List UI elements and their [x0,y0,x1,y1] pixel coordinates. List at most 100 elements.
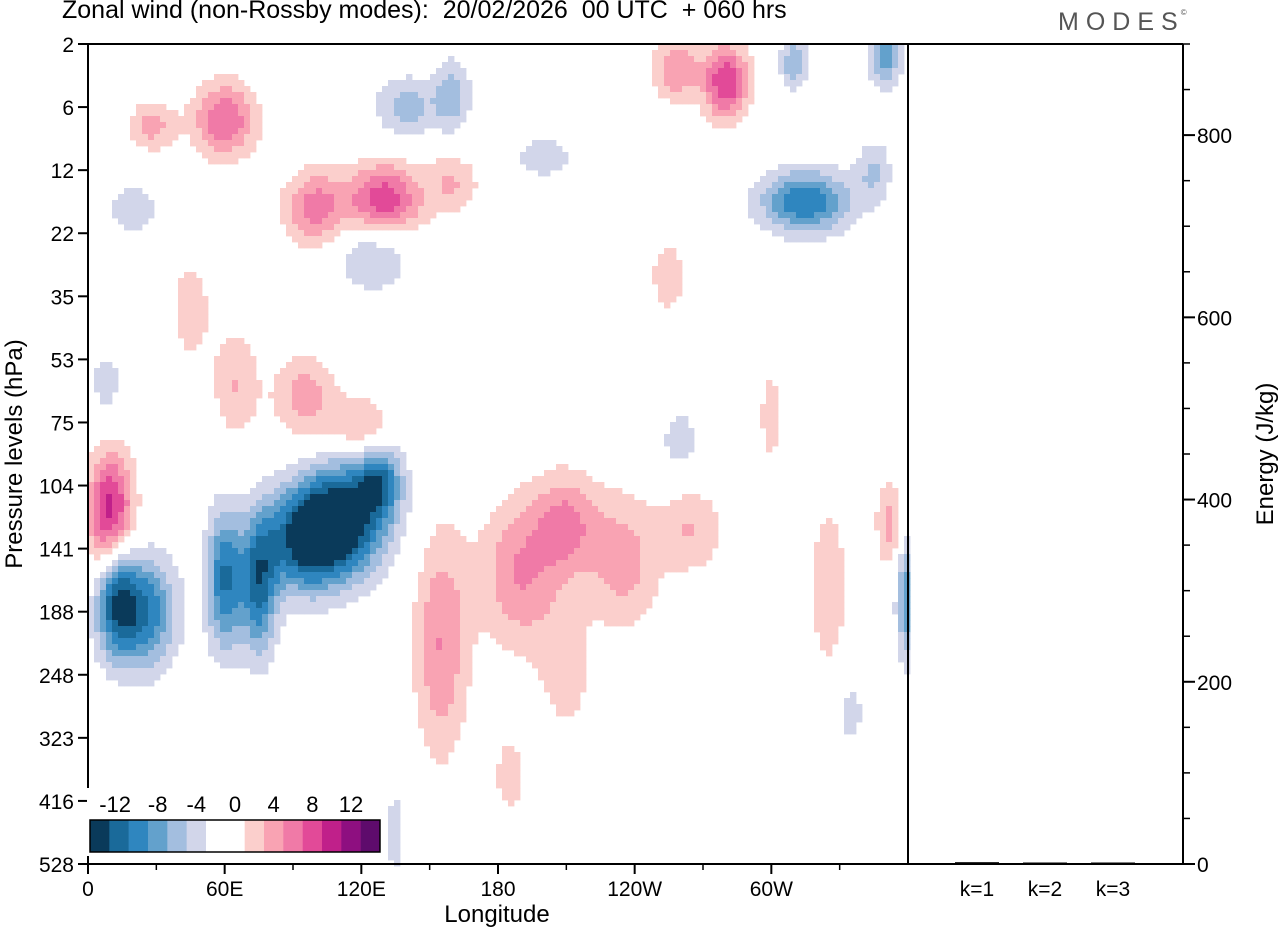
contour-cell [208,122,215,129]
contour-cell [280,536,287,543]
contour-cell [94,518,101,525]
contour-cell [532,608,539,615]
contour-cell [316,578,323,585]
contour-cell [136,128,143,135]
contour-cell [394,158,401,165]
contour-cell [166,644,173,651]
contour-cell [724,50,731,57]
contour-cell [850,716,857,723]
contour-cell [454,194,461,201]
contour-cell [490,608,497,615]
contour-cell [664,272,671,279]
contour-cell [562,668,569,675]
contour-cell [838,590,845,597]
contour-cell [658,284,665,291]
contour-cell [280,554,287,561]
contour-cell [514,494,521,501]
contour-cell [484,602,491,609]
contour-cell [142,668,149,675]
contour-cell [586,512,593,519]
contour-cell [292,380,299,387]
contour-cell [784,206,791,213]
contour-cell [256,620,263,627]
contour-cell [430,164,437,171]
contour-cell [232,536,239,543]
contour-cell [136,140,143,147]
contour-cell [232,116,239,123]
contour-cell [394,116,401,123]
contour-cell [502,764,509,771]
contour-cell [214,158,221,165]
contour-cell [286,398,293,405]
contour-cell [532,152,539,159]
contour-cell [616,488,623,495]
contour-cell [424,716,431,723]
contour-cell [256,104,263,111]
contour-cell [352,194,359,201]
contour-cell [592,584,599,591]
contour-cell [148,620,155,627]
contour-cell [646,506,653,513]
contour-cell [760,188,767,195]
contour-cell [550,668,557,675]
contour-cell [100,650,107,657]
contour-cell [808,182,815,189]
contour-cell [508,530,515,537]
contour-cell [796,44,803,51]
contour-cell [448,578,455,585]
contour-cell [214,494,221,501]
contour-cell [814,206,821,213]
colorbar-swatch [148,820,168,852]
colorbar-swatch [225,820,245,852]
contour-cell [244,392,251,399]
contour-cell [508,608,515,615]
contour-cell [592,506,599,513]
contour-cell [418,182,425,189]
contour-cell [784,212,791,219]
contour-cell [676,74,683,81]
contour-cell [700,80,707,87]
contour-cell [370,170,377,177]
contour-cell [424,698,431,705]
contour-cell [484,524,491,531]
contour-cell [604,572,611,579]
contour-cell [880,50,887,57]
contour-cell [94,470,101,477]
contour-cell [214,542,221,549]
contour-cell [610,572,617,579]
contour-cell [520,650,527,657]
contour-cell [484,578,491,585]
contour-cell [184,278,191,285]
contour-cell [220,404,227,411]
contour-cell [304,374,311,381]
contour-cell [442,650,449,657]
contour-cell [568,596,575,603]
contour-cell [436,68,443,75]
contour-cell [484,620,491,627]
contour-cell [478,602,485,609]
contour-cell [460,80,467,87]
contour-cell [544,530,551,537]
contour-cell [556,692,563,699]
contour-cell [880,146,887,153]
contour-cell [280,602,287,609]
contour-cell [820,578,827,585]
contour-cell [142,638,149,645]
contour-cell [226,530,233,537]
contour-cell [604,590,611,597]
contour-cell [232,152,239,159]
contour-cell [142,548,149,555]
contour-cell [670,434,677,441]
contour-cell [352,224,359,231]
contour-cell [112,632,119,639]
contour-cell [460,632,467,639]
contour-cell [448,716,455,723]
contour-cell [250,626,257,633]
contour-cell [202,320,209,327]
contour-cell [874,512,881,519]
colorbar-label: -4 [187,792,207,817]
contour-cell [394,218,401,225]
contour-cell [328,188,335,195]
contour-cell [436,590,443,597]
contour-cell [454,182,461,189]
